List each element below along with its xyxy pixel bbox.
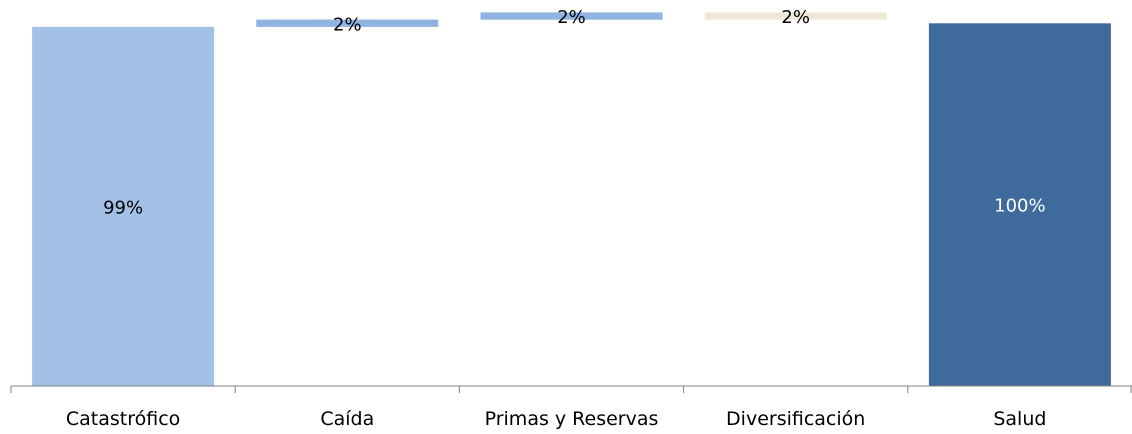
x-tick-label-1: Catastrófico xyxy=(66,408,180,430)
data-label-2: 2% xyxy=(333,14,362,35)
bar-4 xyxy=(704,12,887,20)
x-tick-label-4: Diversificación xyxy=(726,408,865,430)
data-labels-group: 99% 2% 2% 2% 100% xyxy=(103,7,1046,218)
bar-1 xyxy=(32,26,215,387)
bars-group xyxy=(32,12,1111,387)
x-tick-label-3: Primas y Reservas xyxy=(485,408,659,430)
data-label-5: 100% xyxy=(994,196,1045,217)
bar-3 xyxy=(480,12,663,20)
x-axis: Catastrófico Caída Primas y Reservas Divers… xyxy=(10,385,1132,430)
x-tick-label-5: Salud xyxy=(993,408,1046,430)
bar-2 xyxy=(256,19,439,27)
bar-5 xyxy=(928,23,1111,387)
data-label-1: 99% xyxy=(103,197,143,218)
data-label-4: 2% xyxy=(781,7,810,28)
data-label-3: 2% xyxy=(557,7,586,28)
x-tick-label-2: Caída xyxy=(320,408,374,430)
